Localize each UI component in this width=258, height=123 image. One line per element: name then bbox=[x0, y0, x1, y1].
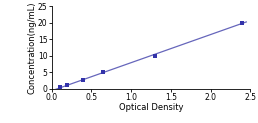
Point bbox=[101, 71, 105, 73]
X-axis label: Optical Density: Optical Density bbox=[119, 103, 183, 112]
Point bbox=[153, 55, 157, 57]
Point bbox=[81, 79, 85, 81]
Y-axis label: Concentration(ng/mL): Concentration(ng/mL) bbox=[27, 1, 36, 94]
Point bbox=[240, 22, 244, 24]
Point bbox=[66, 84, 70, 86]
Point bbox=[58, 86, 62, 88]
